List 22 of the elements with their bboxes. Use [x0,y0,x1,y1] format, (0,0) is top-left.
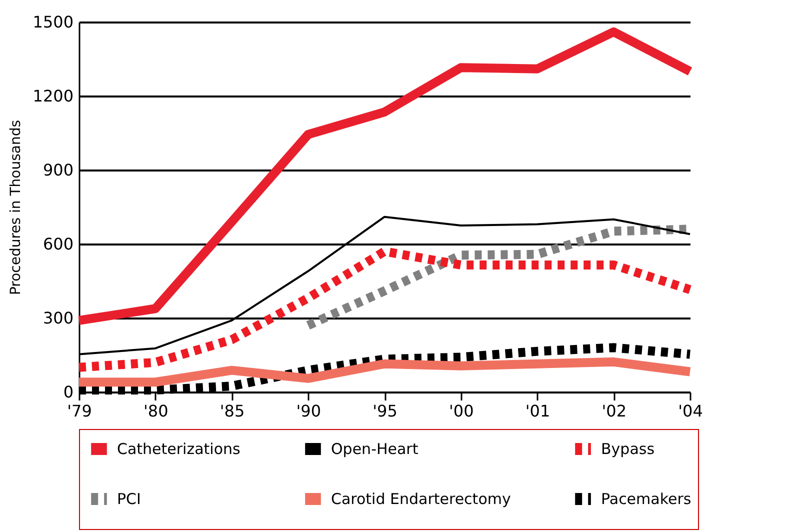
y-tick-label: 0 [63,382,74,402]
y-axis-title: Procedures in Thousands [8,120,24,296]
legend-label: PCI [117,490,141,508]
y-tick-label: 600 [42,234,74,254]
x-tick-label: '85 [220,402,245,420]
legend-label: Pacemakers [601,490,692,508]
legend-label: Open-Heart [331,440,418,458]
y-tick-label: 1200 [32,86,74,106]
x-tick-label: '90 [296,402,322,420]
y-tick-label: 1500 [32,12,74,32]
x-tick-label: '80 [143,402,168,420]
x-tick-label: '00 [448,402,474,420]
y-tick-label: 300 [42,308,74,328]
legend-label: Catheterizations [117,440,241,458]
x-tick-label: '04 [678,402,703,420]
x-tick-label: '02 [602,402,627,420]
legend-label: Bypass [601,440,655,458]
y-tick-label: 900 [42,160,74,180]
x-tick-label: '01 [525,402,550,420]
x-tick-label: '95 [372,402,398,420]
legend-label: Carotid Endarterectomy [331,490,511,508]
x-tick-label: '79 [67,402,92,420]
